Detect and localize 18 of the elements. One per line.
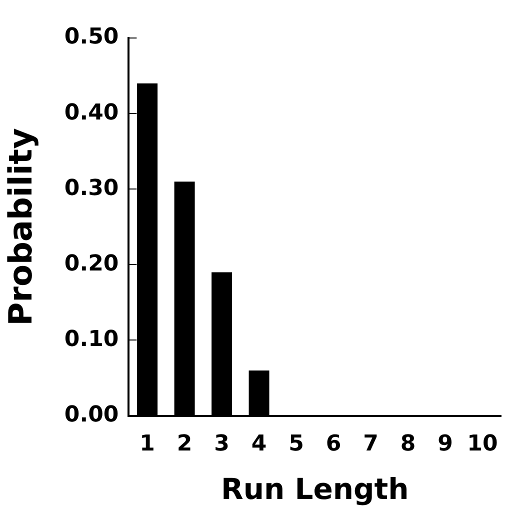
x-tick-label: 3 [214,432,230,457]
x-tick-label: 1 [140,432,155,457]
y-tick-label: 0.10 [64,326,119,352]
y-axis-title: Probability [2,128,40,326]
y-tick-label: 0.40 [64,100,119,126]
x-axis-title: Run Length [221,472,409,506]
y-tick-label: 0.00 [64,402,119,428]
x-tick-label: 4 [251,432,267,457]
y-tick-label: 0.50 [64,24,119,50]
x-tick-label: 10 [467,432,498,457]
y-tick-label: 0.20 [64,251,119,276]
x-tick-label: 2 [176,432,192,457]
x-tick-label: 7 [363,432,378,457]
x-tick-label: 5 [288,432,304,457]
x-tick-label: 9 [438,432,453,457]
x-tick-label: 8 [400,432,416,457]
x-tick-label: 6 [326,432,342,457]
y-tick-label: 0.30 [64,176,119,201]
